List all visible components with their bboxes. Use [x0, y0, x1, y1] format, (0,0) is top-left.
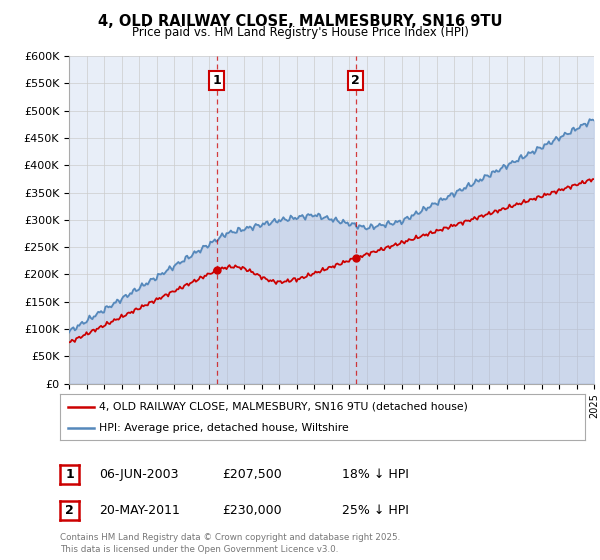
- Text: 4, OLD RAILWAY CLOSE, MALMESBURY, SN16 9TU (detached house): 4, OLD RAILWAY CLOSE, MALMESBURY, SN16 9…: [100, 402, 468, 412]
- Text: Contains HM Land Registry data © Crown copyright and database right 2025.
This d: Contains HM Land Registry data © Crown c…: [60, 533, 400, 554]
- Text: 18% ↓ HPI: 18% ↓ HPI: [342, 468, 409, 482]
- Text: 2: 2: [65, 504, 74, 517]
- Text: 1: 1: [65, 468, 74, 482]
- Text: 25% ↓ HPI: 25% ↓ HPI: [342, 504, 409, 517]
- Text: £207,500: £207,500: [222, 468, 282, 482]
- Text: 1: 1: [212, 74, 221, 87]
- Text: £230,000: £230,000: [222, 504, 281, 517]
- Text: 06-JUN-2003: 06-JUN-2003: [99, 468, 179, 482]
- Text: HPI: Average price, detached house, Wiltshire: HPI: Average price, detached house, Wilt…: [100, 423, 349, 433]
- Text: 2: 2: [351, 74, 360, 87]
- Text: Price paid vs. HM Land Registry's House Price Index (HPI): Price paid vs. HM Land Registry's House …: [131, 26, 469, 39]
- Text: 20-MAY-2011: 20-MAY-2011: [99, 504, 180, 517]
- Text: 4, OLD RAILWAY CLOSE, MALMESBURY, SN16 9TU: 4, OLD RAILWAY CLOSE, MALMESBURY, SN16 9…: [98, 14, 502, 29]
